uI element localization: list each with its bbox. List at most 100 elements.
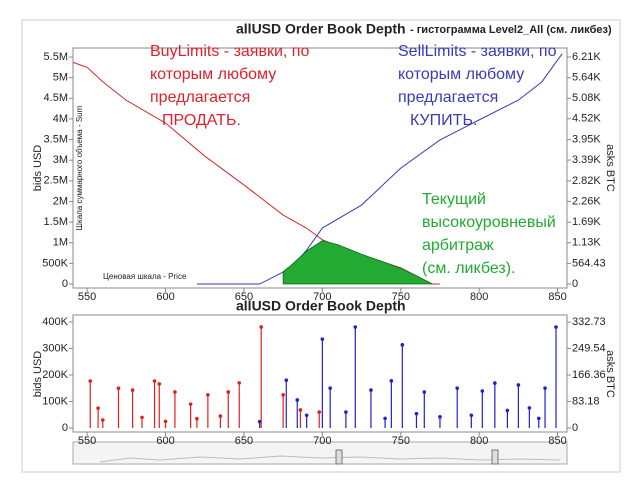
stem-dot — [422, 390, 427, 394]
stem — [317, 410, 322, 429]
stem-dot — [344, 410, 348, 414]
navigator-handle[interactable] — [335, 449, 343, 465]
stem — [88, 379, 93, 429]
stem-dot — [304, 413, 309, 418]
stem-dot — [400, 343, 405, 347]
stem-dot — [226, 390, 231, 394]
stem-dot — [152, 379, 157, 383]
y2-tick-label: 6.21K — [572, 51, 601, 63]
stem-dot — [195, 416, 199, 421]
stem — [152, 379, 157, 429]
stem — [96, 406, 100, 429]
stem — [389, 379, 394, 428]
stem-dot — [383, 416, 387, 421]
x-tick-label: 800 — [470, 291, 488, 303]
stem-dot — [173, 390, 177, 394]
stem — [400, 343, 405, 428]
y2-tick-label: 5.08K — [572, 92, 601, 104]
y-tick-label: 400K — [42, 316, 68, 328]
y2-tick-label: 564.43 — [572, 257, 606, 269]
stem-dot — [130, 388, 135, 392]
stem-dot — [320, 337, 325, 341]
stem-dot — [480, 389, 485, 393]
y-tick-label: 2.5M — [44, 175, 68, 187]
stem-dot — [218, 414, 223, 418]
inner-axis-label: Шкала суммарного объема - Sum — [75, 105, 84, 230]
stem — [304, 413, 309, 428]
x-tick-label: 800 — [470, 435, 488, 447]
y2-tick-label: 83.18 — [572, 395, 600, 407]
stem-dot — [469, 413, 474, 418]
stem — [543, 386, 547, 428]
stem — [505, 408, 510, 428]
y2-axis-label: asks BTC — [604, 350, 616, 398]
stem-dot — [281, 393, 285, 397]
stem — [218, 414, 223, 429]
stem — [116, 386, 121, 429]
navigator-preview — [99, 455, 561, 463]
stem — [527, 406, 532, 428]
y-tick-label: 4.5M — [44, 92, 68, 104]
y2-tick-label: 332.73 — [572, 316, 606, 328]
stem — [295, 398, 300, 428]
y2-tick-label: 4.52K — [572, 113, 601, 125]
stem — [281, 393, 285, 429]
y2-tick-label: 0 — [572, 278, 578, 290]
y-tick-label: 100K — [42, 395, 68, 407]
navigator-handle[interactable] — [491, 449, 499, 465]
y-tick-label: 0 — [62, 422, 68, 434]
x-tick-label: 750 — [392, 291, 410, 303]
stem-dot — [295, 398, 300, 402]
annotation: BuyLimits - заявки, по — [150, 43, 309, 60]
stem — [284, 378, 289, 428]
y-axis-label: bids USD — [32, 145, 44, 192]
plot-frame — [72, 47, 568, 289]
chart-title: allUSD Order Book Depth — [236, 298, 406, 314]
y-tick-label: 2M — [53, 195, 68, 207]
stem-dot — [455, 386, 460, 390]
y-tick-label: 1.5M — [44, 216, 68, 228]
inner-axis-label: Ценовая шкала - Price — [103, 272, 187, 281]
y2-tick-label: 166.36 — [572, 369, 606, 381]
stem-dot — [516, 383, 521, 387]
x-tick-label: 650 — [235, 291, 253, 303]
stem — [257, 419, 262, 428]
annotation: предлагается — [150, 89, 250, 106]
annotation: которым любому — [150, 66, 276, 83]
stem — [414, 411, 419, 428]
stem-dot — [505, 408, 510, 413]
annotation: SellLimits - заявки, по — [398, 43, 557, 60]
stem-dot — [188, 402, 193, 406]
stem-dot — [353, 325, 358, 329]
stem — [157, 382, 162, 429]
stem-dot — [493, 381, 497, 385]
y2-tick-label: 5.64K — [572, 72, 601, 84]
y-tick-label: 1M — [53, 237, 68, 249]
y-tick-label: 5.5M — [44, 51, 68, 63]
stem-dot — [317, 410, 322, 414]
annotation: которым любому — [398, 66, 524, 83]
stem — [438, 415, 442, 428]
x-tick-label: 700 — [313, 435, 331, 447]
y2-tick-label: 0 — [572, 422, 578, 434]
y-tick-label: 0 — [62, 278, 68, 290]
stem-dot — [438, 415, 442, 419]
x-tick-label: 850 — [548, 435, 566, 447]
annotation: высокоуровневый — [422, 214, 556, 231]
stem — [237, 381, 242, 429]
stem-dot — [96, 406, 100, 410]
stem — [383, 416, 387, 428]
stem — [130, 388, 135, 429]
stem-dot — [140, 415, 144, 420]
stem — [100, 418, 105, 429]
stem — [259, 325, 263, 429]
stem-dot — [163, 419, 168, 424]
stem-dot — [284, 378, 289, 383]
stem — [480, 389, 485, 428]
y2-axis-label: asks BTC — [604, 144, 616, 192]
stem — [163, 419, 168, 429]
annotation: ПРОДАТЬ. — [162, 112, 241, 129]
x-tick-label: 550 — [78, 435, 96, 447]
y-axis-label: bids USD — [32, 351, 44, 398]
